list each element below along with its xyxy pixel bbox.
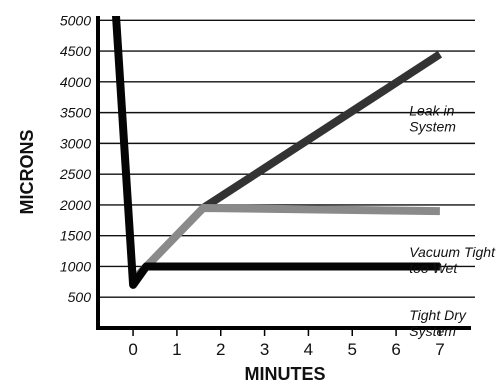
x-tick-label-7: 7 (435, 340, 444, 359)
series-line-0 (201, 50, 443, 212)
annotation-2: Tight Dry System (409, 307, 467, 339)
y-tick-label-3000: 3000 (60, 135, 91, 151)
x-tick-label-4: 4 (304, 340, 313, 359)
annotation-0: Leak in System (409, 103, 456, 135)
x-tick-label-0: 0 (128, 340, 137, 359)
y-tick-label-1500: 1500 (60, 228, 91, 244)
x-tick-label-1: 1 (172, 340, 181, 359)
y-tick-label-4500: 4500 (60, 43, 91, 59)
series-lines (112, 16, 443, 289)
y-tick-label-2000: 2000 (59, 197, 91, 213)
x-tick-label-2: 2 (216, 340, 225, 359)
y-tick-label-4000: 4000 (60, 74, 91, 90)
x-tick-label-6: 6 (391, 340, 400, 359)
y-tick-label-1000: 1000 (60, 258, 91, 274)
series-line-1 (134, 204, 440, 279)
y-tick-label-500: 500 (68, 289, 92, 305)
annotations: Leak in System Vacuum Tight too Wet Tight Dr… (409, 103, 496, 339)
y-tick-label-3500: 3500 (60, 105, 91, 121)
x-tick-label-3: 3 (260, 340, 269, 359)
x-tick-label-5: 5 (348, 340, 357, 359)
axes (96, 16, 471, 336)
series-line-2 (112, 16, 440, 289)
annotation-1: Vacuum Tight too Wet (409, 244, 496, 276)
x-axis-title: MINUTES (245, 364, 326, 384)
y-tick-label-2500: 2500 (59, 166, 91, 182)
y-axis-title: MICRONS (17, 130, 37, 215)
y-tick-label-5000: 5000 (60, 12, 91, 28)
tick-labels: 500 1000 1500 2000 2500 3000 3500 4000 4500 5000 0… (59, 12, 445, 359)
